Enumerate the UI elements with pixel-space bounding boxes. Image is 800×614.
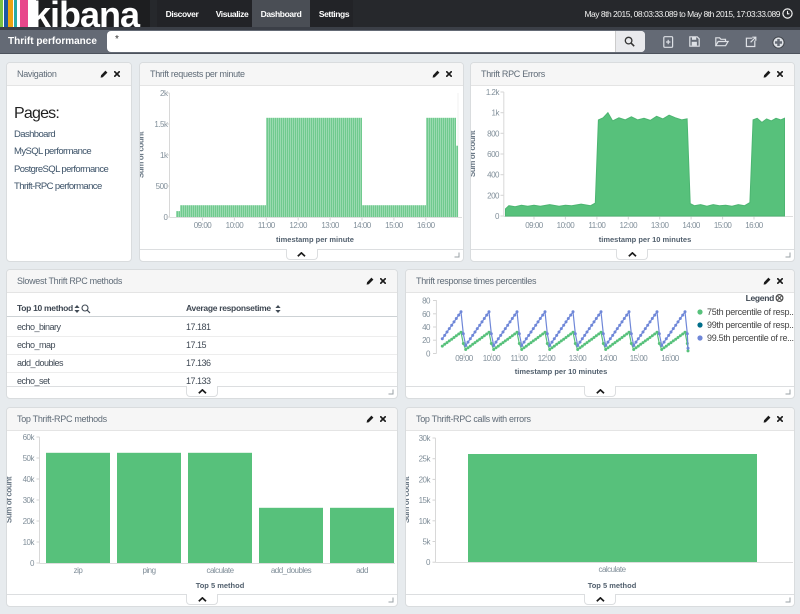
svg-text:14:00: 14:00: [353, 221, 372, 230]
svg-text:20k: 20k: [23, 517, 36, 526]
svg-text:09:00: 09:00: [525, 221, 544, 230]
svg-text:2k: 2k: [160, 89, 169, 98]
svg-text:13:00: 13:00: [321, 221, 340, 230]
svg-text:200: 200: [487, 191, 500, 200]
svg-text:add: add: [356, 566, 368, 575]
svg-text:10:00: 10:00: [557, 221, 576, 230]
svg-text:600: 600: [487, 150, 500, 159]
svg-text:20k: 20k: [419, 475, 432, 484]
svg-text:Top 5 method: Top 5 method: [196, 581, 245, 590]
svg-text:13:00: 13:00: [569, 354, 588, 363]
svg-text:15:00: 15:00: [385, 221, 404, 230]
svg-text:50k: 50k: [23, 454, 36, 463]
svg-text:80: 80: [422, 297, 431, 306]
svg-text:1.5k: 1.5k: [154, 120, 169, 129]
svg-text:09:00: 09:00: [455, 354, 474, 363]
svg-text:800: 800: [487, 129, 500, 138]
svg-text:Legend: Legend: [746, 293, 775, 303]
svg-text:15:00: 15:00: [630, 354, 649, 363]
svg-text:11:00: 11:00: [258, 221, 276, 230]
svg-text:10:00: 10:00: [483, 354, 502, 363]
svg-text:14:00: 14:00: [599, 354, 618, 363]
svg-text:20: 20: [422, 336, 431, 345]
svg-text:40: 40: [422, 323, 431, 332]
svg-text:14:00: 14:00: [682, 221, 701, 230]
svg-text:99.5th percentile of re...: 99.5th percentile of re...: [707, 333, 794, 343]
svg-text:0: 0: [30, 559, 35, 568]
svg-text:15:00: 15:00: [714, 221, 733, 230]
svg-text:zip: zip: [74, 566, 84, 575]
svg-text:30k: 30k: [23, 496, 36, 505]
svg-text:16:00: 16:00: [745, 221, 764, 230]
svg-text:500: 500: [156, 182, 169, 191]
svg-text:10k: 10k: [23, 538, 36, 547]
svg-text:5k: 5k: [423, 538, 432, 547]
svg-text:10:00: 10:00: [226, 221, 245, 230]
svg-text:0: 0: [495, 212, 500, 221]
svg-text:Sum of count: Sum of count: [406, 476, 411, 523]
svg-text:12:00: 12:00: [538, 354, 557, 363]
svg-text:25k: 25k: [419, 455, 432, 464]
svg-text:99th percentile of resp...: 99th percentile of resp...: [707, 320, 794, 330]
svg-text:12:00: 12:00: [620, 221, 639, 230]
svg-text:0: 0: [426, 350, 431, 359]
svg-text:Sum of count: Sum of count: [7, 476, 14, 523]
svg-text:10k: 10k: [419, 517, 432, 526]
svg-text:timestamp per 10 minutes: timestamp per 10 minutes: [515, 367, 608, 376]
svg-text:Sum of count: Sum of count: [140, 131, 146, 178]
svg-text:30k: 30k: [419, 434, 432, 443]
svg-text:09:00: 09:00: [194, 221, 213, 230]
svg-text:Sum of count: Sum of count: [471, 130, 477, 177]
svg-text:11:00: 11:00: [588, 221, 606, 230]
svg-text:15k: 15k: [419, 496, 432, 505]
svg-text:calculate: calculate: [206, 566, 234, 575]
svg-text:Top 5 method: Top 5 method: [588, 581, 637, 590]
svg-text:60: 60: [422, 310, 431, 319]
svg-text:60k: 60k: [23, 433, 36, 442]
svg-text:add_doubles: add_doubles: [271, 566, 312, 575]
svg-text:13:00: 13:00: [651, 221, 670, 230]
svg-text:timestamp per 10 minutes: timestamp per 10 minutes: [599, 235, 692, 244]
svg-text:16:00: 16:00: [417, 221, 436, 230]
svg-text:11:00: 11:00: [511, 354, 529, 363]
svg-text:1k: 1k: [492, 109, 501, 118]
svg-text:1.2k: 1.2k: [486, 88, 501, 97]
svg-text:400: 400: [487, 171, 500, 180]
svg-text:16:00: 16:00: [661, 354, 680, 363]
svg-text:1k: 1k: [160, 151, 169, 160]
svg-text:timestamp per minute: timestamp per minute: [276, 235, 354, 244]
svg-text:75th percentile of resp...: 75th percentile of resp...: [707, 307, 794, 317]
svg-text:0: 0: [426, 558, 431, 567]
svg-text:ping: ping: [142, 566, 155, 575]
svg-text:40k: 40k: [23, 475, 36, 484]
svg-text:calculate: calculate: [598, 565, 626, 574]
svg-text:12:00: 12:00: [289, 221, 308, 230]
